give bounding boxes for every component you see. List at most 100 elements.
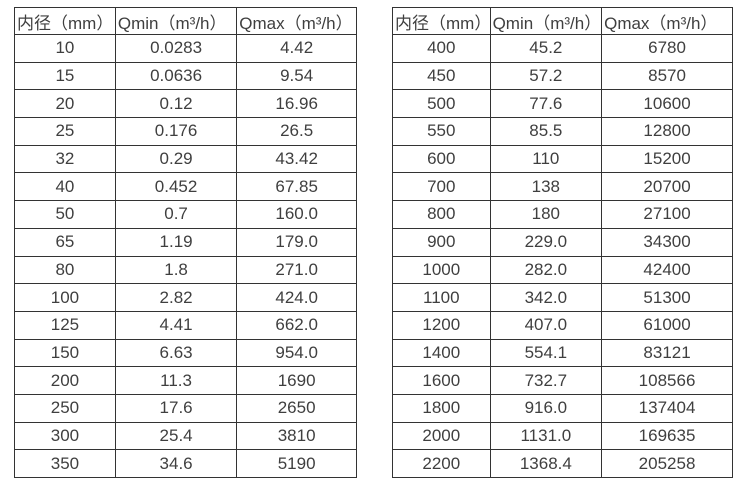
qmax-cell: 15200 xyxy=(601,144,733,174)
qmin-cell: 17.6 xyxy=(114,393,238,423)
table-row: 25 0.176 26.5 xyxy=(14,117,357,146)
qmax-cell: 954.0 xyxy=(236,338,357,368)
qmax-cell: 61000 xyxy=(601,310,733,340)
diameter-cell: 15 xyxy=(14,61,116,91)
qmin-cell: 0.0283 xyxy=(114,34,238,63)
diameter-cell: 550 xyxy=(392,117,491,146)
header-cell: 内径（mm） xyxy=(14,7,116,35)
diameter-cell: 40 xyxy=(14,172,116,202)
diameter-cell: 350 xyxy=(14,449,116,478)
table-row: 50 0.7 160.0 xyxy=(14,200,357,229)
table-row: 1400 554.1 83121 xyxy=(392,338,733,368)
table-row: 1600 732.7 108566 xyxy=(392,366,733,395)
qmin-cell: 0.0636 xyxy=(114,61,238,91)
table-row: 900 229.0 34300 xyxy=(392,227,733,257)
qmin-cell: 34.6 xyxy=(114,449,238,478)
qmax-cell: 43.42 xyxy=(236,144,357,174)
table-row: 2200 1368.4 205258 xyxy=(392,449,733,478)
qmin-cell: 4.41 xyxy=(114,310,238,340)
qmax-cell: 27100 xyxy=(601,200,733,229)
header-cell: Qmax（m³/h） xyxy=(601,7,733,35)
qmin-cell: 554.1 xyxy=(489,338,603,368)
qmin-cell: 229.0 xyxy=(489,227,603,257)
diameter-cell: 20 xyxy=(14,89,116,119)
table-row: 600 110 15200 xyxy=(392,144,733,174)
diameter-cell: 2200 xyxy=(392,449,491,478)
qmax-cell: 169635 xyxy=(601,421,733,451)
qmin-cell: 85.5 xyxy=(489,117,603,146)
qmin-cell: 25.4 xyxy=(114,421,238,451)
qmin-cell: 916.0 xyxy=(489,393,603,423)
header-cell: Qmin（m³/h） xyxy=(114,7,238,35)
diameter-cell: 1800 xyxy=(392,393,491,423)
diameter-cell: 2000 xyxy=(392,421,491,451)
qmin-cell: 732.7 xyxy=(489,366,603,395)
diameter-cell: 800 xyxy=(392,200,491,229)
diameter-cell: 1000 xyxy=(392,255,491,285)
qmin-cell: 6.63 xyxy=(114,338,238,368)
diameter-cell: 600 xyxy=(392,144,491,174)
table-row: 100 2.82 424.0 xyxy=(14,283,357,312)
qmax-cell: 83121 xyxy=(601,338,733,368)
qmin-cell: 45.2 xyxy=(489,34,603,63)
table-row: 350 34.6 5190 xyxy=(14,449,357,478)
qmax-cell: 67.85 xyxy=(236,172,357,202)
table-row: 1000 282.0 42400 xyxy=(392,255,733,285)
diameter-cell: 65 xyxy=(14,227,116,257)
qmin-cell: 2.82 xyxy=(114,283,238,312)
qmax-cell: 16.96 xyxy=(236,89,357,119)
qmin-cell: 342.0 xyxy=(489,283,603,312)
diameter-cell: 25 xyxy=(14,117,116,146)
diameter-cell: 1200 xyxy=(392,310,491,340)
qmax-cell: 42400 xyxy=(601,255,733,285)
table-row: 400 45.2 6780 xyxy=(392,34,733,63)
table-row: 10 0.0283 4.42 xyxy=(14,34,357,63)
qmin-cell: 407.0 xyxy=(489,310,603,340)
qmin-cell: 1.8 xyxy=(114,255,238,285)
diameter-cell: 10 xyxy=(14,34,116,63)
diameter-cell: 250 xyxy=(14,393,116,423)
diameter-cell: 100 xyxy=(14,283,116,312)
qmax-cell: 51300 xyxy=(601,283,733,312)
header-cell: Qmin（m³/h） xyxy=(489,7,603,35)
diameter-cell: 300 xyxy=(14,421,116,451)
qmin-cell: 57.2 xyxy=(489,61,603,91)
qmin-cell: 11.3 xyxy=(114,366,238,395)
diameter-cell: 1100 xyxy=(392,283,491,312)
qmax-cell: 1690 xyxy=(236,366,357,395)
qmax-cell: 108566 xyxy=(601,366,733,395)
table-row: 300 25.4 3810 xyxy=(14,421,357,451)
diameter-cell: 1600 xyxy=(392,366,491,395)
qmax-cell: 34300 xyxy=(601,227,733,257)
qmin-cell: 77.6 xyxy=(489,89,603,119)
qmax-cell: 6780 xyxy=(601,34,733,63)
qmin-cell: 282.0 xyxy=(489,255,603,285)
flow-spec-table-large-diameters: 内径（mm） Qmin（m³/h） Qmax（m³/h） 400 45.2 6780 450… xyxy=(392,7,733,478)
qmin-cell: 0.176 xyxy=(114,117,238,146)
qmax-cell: 4.42 xyxy=(236,34,357,63)
diameter-cell: 200 xyxy=(14,366,116,395)
qmin-cell: 0.452 xyxy=(114,172,238,202)
table-row: 32 0.29 43.42 xyxy=(14,144,357,174)
diameter-cell: 900 xyxy=(392,227,491,257)
table-row: 150 6.63 954.0 xyxy=(14,338,357,368)
qmax-cell: 20700 xyxy=(601,172,733,202)
table-row: 1100 342.0 51300 xyxy=(392,283,733,312)
qmax-cell: 271.0 xyxy=(236,255,357,285)
diameter-cell: 500 xyxy=(392,89,491,119)
diameter-cell: 450 xyxy=(392,61,491,91)
qmin-cell: 1368.4 xyxy=(489,449,603,478)
qmin-cell: 138 xyxy=(489,172,603,202)
table-row: 80 1.8 271.0 xyxy=(14,255,357,285)
diameter-cell: 1400 xyxy=(392,338,491,368)
diameter-cell: 80 xyxy=(14,255,116,285)
table-row: 500 77.6 10600 xyxy=(392,89,733,119)
table-row: 1200 407.0 61000 xyxy=(392,310,733,340)
diameter-cell: 125 xyxy=(14,310,116,340)
qmin-cell: 1.19 xyxy=(114,227,238,257)
table-row: 450 57.2 8570 xyxy=(392,61,733,91)
qmax-cell: 2650 xyxy=(236,393,357,423)
qmax-cell: 179.0 xyxy=(236,227,357,257)
table-row: 15 0.0636 9.54 xyxy=(14,61,357,91)
diameter-cell: 700 xyxy=(392,172,491,202)
